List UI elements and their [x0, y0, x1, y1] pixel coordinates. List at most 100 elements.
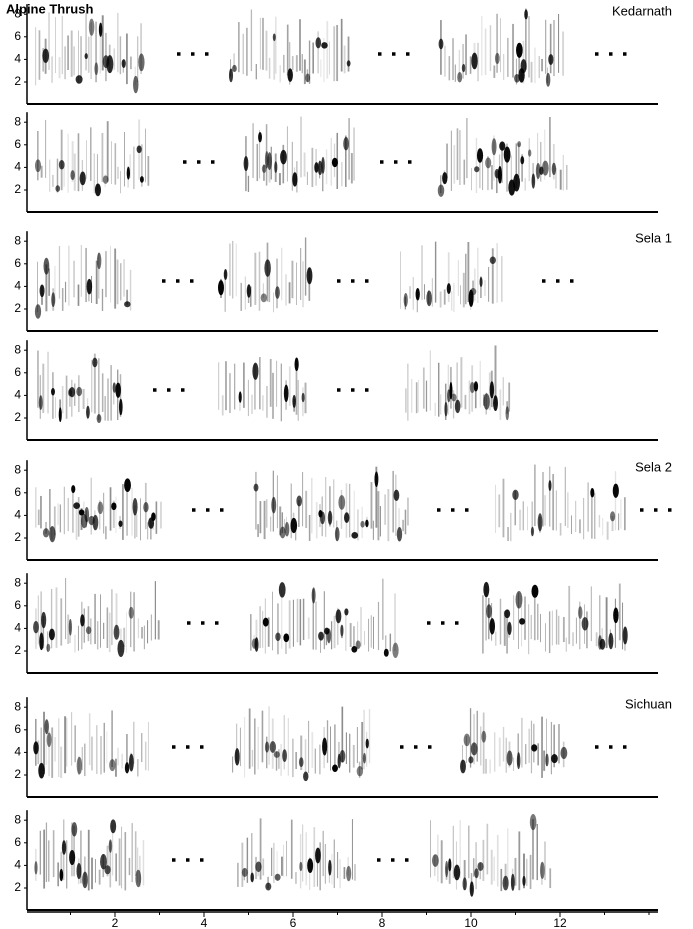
- streak: [96, 154, 98, 191]
- streak: [154, 581, 156, 640]
- streak: [108, 612, 111, 653]
- streak: [434, 241, 437, 303]
- streak: [430, 820, 431, 878]
- streak: [115, 593, 118, 638]
- note: [84, 53, 88, 60]
- streak: [286, 840, 288, 877]
- streak: [467, 241, 470, 303]
- streak: [524, 178, 526, 191]
- streak: [357, 509, 359, 541]
- streak: [115, 496, 117, 533]
- streak: [64, 716, 67, 774]
- streak: [90, 22, 92, 80]
- streak: [109, 487, 112, 531]
- streak: [268, 269, 271, 303]
- streak: [480, 276, 482, 298]
- streak: [479, 360, 481, 408]
- streak: [246, 27, 248, 76]
- streak: [519, 509, 522, 531]
- ellipsis-dot: [441, 621, 445, 625]
- streak: [123, 259, 125, 297]
- note: [274, 161, 278, 173]
- note: [49, 526, 56, 543]
- streak: [259, 501, 262, 534]
- streak: [61, 386, 64, 414]
- streak: [479, 154, 481, 189]
- streak: [451, 291, 453, 311]
- note: [223, 269, 228, 280]
- note: [474, 868, 479, 879]
- streak: [123, 627, 126, 648]
- streak: [389, 633, 392, 652]
- note: [106, 55, 114, 74]
- streak: [333, 479, 335, 528]
- streak: [124, 832, 127, 891]
- x-tick-label: 12: [553, 916, 567, 929]
- ellipsis-dot: [542, 279, 546, 283]
- streak: [114, 758, 117, 777]
- note: [271, 496, 277, 514]
- streak: [119, 36, 122, 75]
- streak: [276, 475, 278, 529]
- streak: [525, 744, 527, 765]
- streak: [407, 363, 409, 421]
- streak: [555, 167, 557, 189]
- streak: [298, 500, 300, 527]
- note: [70, 170, 75, 181]
- note: [264, 259, 271, 277]
- streak: [463, 860, 466, 890]
- streak: [126, 33, 128, 85]
- streak: [232, 240, 234, 299]
- note: [327, 510, 333, 525]
- streak: [620, 499, 622, 529]
- streak: [377, 491, 380, 541]
- y-tick-label: 2: [14, 301, 21, 315]
- streak: [275, 360, 278, 407]
- note: [548, 54, 554, 65]
- note: [46, 732, 52, 748]
- streak: [87, 829, 90, 891]
- streak: [361, 721, 364, 770]
- streak: [124, 131, 125, 187]
- streak: [373, 616, 374, 649]
- streak: [379, 506, 381, 537]
- streak: [90, 127, 92, 181]
- y-tick-label: 6: [14, 722, 21, 736]
- streak: [133, 146, 135, 190]
- streak: [137, 36, 139, 82]
- note: [33, 620, 39, 634]
- note: [279, 526, 286, 539]
- streak: [422, 367, 425, 409]
- streak: [61, 15, 64, 75]
- note: [516, 752, 521, 770]
- streak: [505, 737, 507, 773]
- streak: [315, 601, 317, 650]
- note: [275, 632, 281, 642]
- streak: [269, 358, 272, 407]
- streak: [349, 733, 351, 773]
- streak: [591, 487, 593, 539]
- streak: [42, 615, 45, 649]
- streak: [448, 56, 451, 81]
- note: [111, 502, 117, 511]
- streak: [279, 65, 282, 83]
- streak: [370, 482, 373, 529]
- ellipsis-dot: [414, 745, 418, 749]
- ellipsis-dot: [191, 52, 195, 56]
- streak: [314, 748, 316, 774]
- streak: [470, 167, 472, 191]
- streak: [297, 379, 299, 421]
- streak: [104, 396, 107, 421]
- note: [392, 642, 399, 659]
- note: [115, 382, 121, 398]
- streak: [540, 613, 541, 643]
- streak: [93, 353, 96, 414]
- note: [470, 742, 478, 756]
- note: [531, 584, 539, 598]
- streak: [66, 717, 68, 767]
- streak: [364, 631, 365, 645]
- streak: [507, 828, 509, 886]
- note: [292, 172, 298, 187]
- note: [39, 632, 44, 651]
- streak: [302, 472, 304, 527]
